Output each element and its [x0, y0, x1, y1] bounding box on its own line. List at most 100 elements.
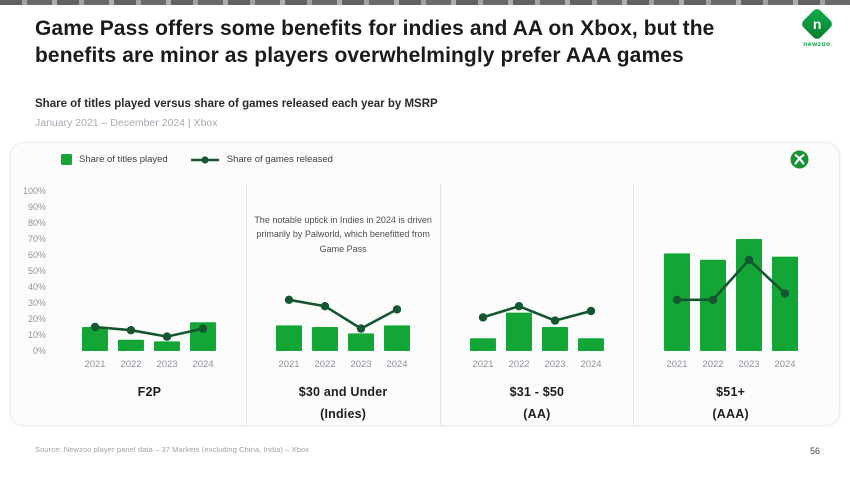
line-marker-icon — [190, 155, 219, 164]
year-label: 2024 — [387, 359, 408, 370]
line-point — [708, 295, 717, 304]
chart-panel: 2021 2022 2023 2024 F2P — [53, 183, 246, 426]
year-label: 2021 — [666, 359, 687, 370]
mini-chart: 2021 2022 2023 2024 — [82, 322, 217, 370]
year-label: 2023 — [738, 359, 759, 370]
year-label: 2023 — [157, 359, 178, 370]
panel-titles: $51+ (AAA) — [634, 382, 827, 426]
bar — [469, 338, 496, 351]
year-label: 2022 — [315, 359, 336, 370]
panel-titles: F2P — [53, 382, 246, 404]
y-axis-tick: 0% — [32, 346, 46, 356]
y-axis-tick: 50% — [27, 266, 46, 276]
mini-chart: 2021 2022 2023 2024 — [663, 239, 798, 370]
legend-item-games-released: Share of games released — [190, 154, 333, 165]
year-label: 2022 — [702, 359, 723, 370]
newzoo-logo: n newzoo — [795, 7, 839, 48]
line-point — [514, 302, 524, 311]
year-label: 2021 — [85, 359, 106, 370]
panel-title: F2P — [137, 385, 162, 399]
y-axis-tick: 40% — [27, 282, 46, 292]
year-label: 2022 — [508, 359, 529, 370]
newzoo-logo-icon: n — [800, 7, 834, 41]
trend-line — [95, 325, 204, 338]
y-axis-tick: 100% — [22, 186, 46, 196]
line-point — [392, 305, 402, 314]
legend: Share of titles played Share of games re… — [61, 154, 333, 165]
bar — [384, 325, 411, 351]
bar — [82, 327, 109, 351]
line-point — [586, 306, 596, 316]
bar — [154, 341, 181, 351]
year-label: 2021 — [472, 359, 493, 370]
panel-titles: $31 - $50 (AA) — [441, 382, 634, 426]
bar — [541, 327, 568, 351]
newzoo-wordmark: newzoo — [803, 41, 831, 48]
y-axis-tick: 10% — [27, 330, 46, 340]
year-label: 2024 — [580, 359, 601, 370]
line-point — [672, 295, 681, 304]
year-label: 2023 — [544, 359, 565, 370]
year-label: 2024 — [193, 359, 214, 370]
legend-label: Share of titles played — [79, 154, 168, 165]
charts-row: 100% 90% 80% 70% 60% 50% 40% 30% 20% 10% 0% 2021 20… — [17, 183, 827, 426]
source-text: Source: Newzoo player panel data – 37 Ma… — [35, 445, 310, 454]
line-point — [91, 322, 100, 332]
panel-subtitle: (AA) — [523, 406, 551, 421]
chart-subtitle: Share of titles played versus share of g… — [35, 98, 438, 110]
line-point — [550, 316, 560, 325]
bar-swatch-icon — [61, 154, 72, 165]
panel-titles: $30 and Under (Indies) — [247, 382, 440, 426]
bar — [312, 327, 339, 351]
annotation: The notable uptick in Indies in 2024 is … — [254, 215, 432, 254]
line-point — [356, 324, 366, 333]
line-point — [163, 332, 172, 341]
y-axis-tick: 30% — [27, 298, 46, 308]
page-number: 56 — [809, 446, 820, 456]
bar — [118, 339, 145, 351]
date-range: January 2021 – December 2024 | Xbox — [35, 117, 218, 129]
bar — [771, 256, 798, 351]
line-point — [284, 295, 294, 304]
y-axis-tick: 20% — [27, 314, 46, 324]
line-point — [127, 326, 136, 335]
y-axis-tick: 80% — [27, 218, 46, 228]
bar — [505, 312, 532, 351]
trend-line — [676, 257, 786, 302]
legend-item-titles-played: Share of titles played — [61, 154, 168, 165]
legend-label: Share of games released — [226, 154, 333, 165]
xbox-logo-icon — [790, 150, 809, 169]
top-edge-artifact — [0, 0, 850, 5]
year-label: 2022 — [121, 359, 142, 370]
y-axis: 100% 90% 80% 70% 60% 50% 40% 30% 20% 10% 0% — [17, 183, 53, 379]
trend-line — [288, 298, 398, 331]
chart-panel: 2021 2022 2023 2024 $51+ (AAA) — [633, 183, 827, 426]
bar — [348, 333, 375, 351]
line-point — [780, 289, 789, 298]
y-axis-tick: 90% — [27, 202, 46, 212]
bar — [699, 259, 726, 351]
line-point — [744, 255, 753, 264]
panel-title: $30 and Under — [298, 385, 388, 399]
chart-card: Share of titles played Share of games re… — [10, 142, 840, 426]
page-title: Game Pass offers some benefits for indie… — [35, 17, 715, 67]
bar — [577, 338, 604, 351]
chart-panel: The notable uptick in Indies in 2024 is … — [245, 183, 440, 426]
year-label: 2021 — [279, 359, 300, 370]
y-axis-tick: 70% — [27, 234, 46, 244]
panel-subtitle: (AAA) — [712, 406, 749, 421]
mini-chart: 2021 2022 2023 2024 — [469, 302, 604, 370]
header: Game Pass offers some benefits for indie… — [35, 16, 780, 70]
year-label: 2023 — [351, 359, 372, 370]
trend-line — [482, 304, 592, 322]
line-point — [320, 302, 330, 311]
panel-title: $51+ — [716, 385, 746, 399]
line-point — [199, 324, 208, 333]
chart-panel: 2021 2022 2023 2024 $31 - $50 (AA) — [439, 183, 634, 426]
panel-title: $31 - $50 — [509, 385, 565, 399]
year-label: 2024 — [774, 359, 795, 370]
y-axis-tick: 60% — [27, 250, 46, 260]
line-point — [478, 313, 488, 322]
bar — [276, 325, 303, 351]
